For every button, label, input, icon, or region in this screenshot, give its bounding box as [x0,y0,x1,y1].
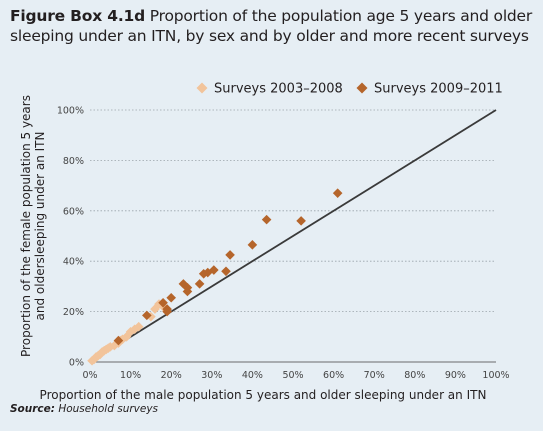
x-tick-label: 50% [282,370,303,381]
data-point [158,297,168,308]
data-point [296,216,306,226]
y-tick-label: 40% [63,257,84,268]
x-tick-label: 30% [201,370,222,381]
series-1 [87,299,168,366]
data-point [198,269,209,279]
x-axis-title: Proportion of the male population 5 year… [40,388,487,402]
legend-label: Surveys 2003–2008 [214,82,343,97]
grid-lines [90,109,496,313]
data-point [146,311,156,322]
data-point [261,214,272,225]
data-point [166,292,176,303]
x-tick-label: 60% [323,370,344,381]
data-point [142,310,152,321]
x-tick-label: 70% [364,370,385,381]
y-axis-title-line: Proportion of the female population 5 ye… [19,95,33,357]
data-point [162,306,172,317]
chart-title: Figure Box 4.1d Proportion of the popula… [10,6,536,46]
x-tick-label: 100% [482,370,509,381]
data-point [125,326,136,337]
legend-marker [196,82,208,94]
figure-label: Figure Box 4.1d [10,7,145,25]
y-tick-label: 0% [69,358,84,369]
data-point [133,321,144,332]
y-tick-label: 80% [63,156,84,167]
data-point [121,332,132,342]
data-point [221,266,231,277]
y-axis-title: Proportion of the female population 5 ye… [19,95,47,357]
x-tick-label: 0% [82,370,97,381]
x-tick-label: 80% [404,370,425,381]
data-point [113,335,124,346]
y-tick-label: 20% [63,307,84,318]
tick-labels: 0% 20% 40% 60% 80% 100% 0% 10% 20% 30% 40% 50% 60% 70… [57,106,510,382]
x-tick-label: 20% [161,370,182,381]
data-point [332,188,343,198]
data-point [247,240,258,250]
series-2 [113,188,343,346]
data-point [182,282,193,293]
source-label: Source: [10,403,55,415]
data-points [87,188,343,366]
reference-line [89,109,497,363]
data-point [202,267,213,278]
legend-marker [356,82,368,94]
data-point [209,265,219,275]
figure-title-text: Proportion of the population age 5 years… [10,7,533,45]
legend: Surveys 2003–2008 Surveys 2009–2011 [196,82,503,97]
y-tick-label: 60% [63,206,84,217]
source-note: Source: Household surveys [10,403,158,415]
data-point [154,299,164,309]
source-text: Household surveys [58,403,159,415]
x-tick-label: 40% [242,370,263,381]
data-point [225,250,235,260]
data-point [194,279,205,289]
x-tick-label: 10% [120,370,141,381]
y-tick-label: 100% [57,106,84,117]
y-axis-title-line: and oldersleeping under an ITN [33,132,47,321]
legend-label: Surveys 2009–2011 [374,82,503,97]
x-tick-label: 90% [445,370,466,381]
data-point [105,342,116,352]
